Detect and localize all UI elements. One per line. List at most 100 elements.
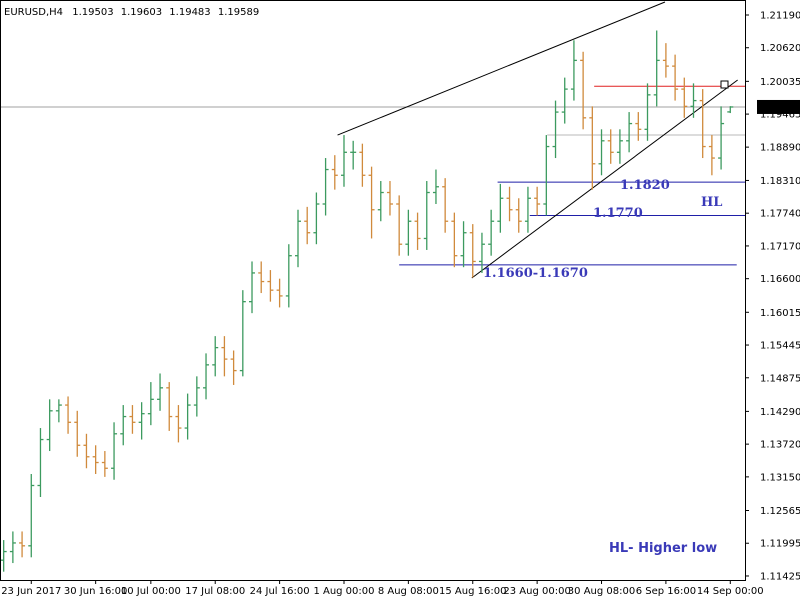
- legend-note: HL- Higher low: [609, 541, 717, 556]
- x-tick-label: 23 Jun 2017: [1, 586, 61, 597]
- y-tick-label: 1.16600: [760, 274, 800, 285]
- ohlc-bar: [322, 158, 329, 216]
- ohlc-bar: [570, 40, 577, 101]
- ohlc-bar: [727, 106, 734, 114]
- ohlc-bar: [377, 181, 384, 222]
- y-tick-label: 1.11425: [760, 571, 800, 582]
- plot-border: [0, 0, 746, 581]
- ohlc-bar: [515, 198, 522, 233]
- ohlc-bar: [662, 43, 669, 78]
- ohlc-bar: [524, 186, 531, 233]
- ohlc-bar: [101, 451, 108, 477]
- ohlc-bar: [120, 405, 127, 446]
- ohlc-bar: [580, 51, 587, 130]
- ohlc-bar: [506, 186, 513, 222]
- ohlc-bar: [488, 209, 495, 256]
- x-tick-label: 8 Aug 08:00: [378, 586, 439, 597]
- plot-area: [0, 1, 745, 572]
- ohlc-bar: [212, 336, 219, 377]
- ohlc-bar: [239, 290, 246, 377]
- ohlc-bar: [111, 422, 118, 480]
- y-tick-label: 1.13150: [760, 472, 800, 483]
- x-tick-label: 14 Sep 00:00: [697, 586, 764, 597]
- ohlc-bar: [19, 531, 26, 558]
- ohlc-bar: [92, 445, 99, 475]
- ohlc-bar: [184, 393, 191, 440]
- ohlc-bar: [543, 135, 550, 216]
- ohlc-bar: [147, 382, 154, 426]
- y-tick-label: 1.17170: [760, 241, 800, 252]
- ohlc-bar: [28, 474, 35, 558]
- ohlc-bar: [221, 336, 228, 377]
- price-box-label: 1.19589: [760, 102, 800, 113]
- ohlc-bar: [432, 169, 439, 204]
- header-high: 1.19603: [121, 7, 162, 18]
- ohlc-bar: [534, 186, 541, 216]
- ohlc-bar: [138, 402, 145, 440]
- ohlc-bar: [699, 89, 706, 159]
- ohlc-bar: [285, 244, 292, 308]
- ohlc-bar: [405, 209, 412, 256]
- ohlc-bar: [55, 399, 62, 423]
- ohlc-bar: [83, 433, 90, 469]
- ohlc-bar: [304, 206, 311, 245]
- y-tick-label: 1.11995: [760, 539, 800, 550]
- ohlc-bar: [690, 83, 697, 118]
- ohlc-bar: [423, 181, 430, 250]
- ohlc-bar: [65, 396, 72, 434]
- x-tick-label: 1 Aug 00:00: [313, 586, 374, 597]
- header: EURUSD,H4 1.19503 1.19603 1.19483 1.1958…: [4, 7, 259, 18]
- level-label: 1.1660-1.1670: [483, 266, 588, 281]
- marker: [720, 80, 729, 89]
- ohlc-bar: [718, 106, 725, 170]
- header-close: 1.19589: [218, 7, 259, 18]
- ohlc-bar: [166, 382, 173, 431]
- ohlc-bar: [129, 405, 136, 434]
- ohlc-bar: [276, 278, 283, 308]
- ohlc-bar: [37, 428, 44, 497]
- ohlc-bar: [607, 129, 614, 164]
- ohlc-bar: [368, 166, 375, 239]
- ohlc-bar: [267, 270, 274, 302]
- ohlc-bar: [74, 410, 81, 457]
- ohlc-bar: [626, 112, 633, 153]
- y-tick-label: 1.21190: [760, 10, 800, 21]
- header-low: 1.19483: [169, 7, 210, 18]
- ohlc-bar: [0, 540, 7, 572]
- ohlc-bar: [469, 224, 476, 278]
- y-tick-label: 1.16015: [760, 308, 800, 319]
- ohlc-bar: [386, 181, 393, 216]
- ohlc-bar: [598, 129, 605, 176]
- ohlc-bar: [635, 112, 642, 141]
- ohlc-bar: [653, 30, 660, 107]
- ohlc-bar: [331, 155, 338, 190]
- ohlc-bar: [295, 209, 301, 268]
- x-tick-label: 24 Jul 16:00: [250, 586, 310, 597]
- ohlc-bar: [589, 106, 596, 190]
- ohlc-bar: [460, 221, 467, 268]
- ohlc-bar: [230, 350, 237, 385]
- ohlc-bar: [708, 135, 715, 176]
- ohlc-bar: [681, 77, 688, 118]
- ohlc-bar: [46, 399, 53, 452]
- ohlc-bar: [644, 83, 651, 141]
- ohlc-bar: [313, 192, 320, 245]
- header-open: 1.19503: [72, 7, 113, 18]
- price-box: [757, 99, 800, 114]
- y-tick-label: 1.17740: [760, 209, 800, 220]
- y-tick-label: 1.14290: [760, 407, 800, 418]
- ohlc-bar: [359, 143, 366, 187]
- y-tick-label: 1.20620: [760, 43, 800, 54]
- level-label: 1.1820: [620, 178, 670, 193]
- ohlc-bar: [350, 140, 357, 170]
- x-tick-label: 23 Aug 00:00: [503, 586, 570, 597]
- ohlc-bar: [258, 261, 265, 294]
- x-tick-label: 17 Jul 08:00: [185, 586, 245, 597]
- ohlc-bar: [203, 353, 210, 400]
- ohlc-bar: [175, 405, 182, 443]
- ohlc-bar: [672, 54, 679, 101]
- symbol: EURUSD,H4: [4, 7, 63, 18]
